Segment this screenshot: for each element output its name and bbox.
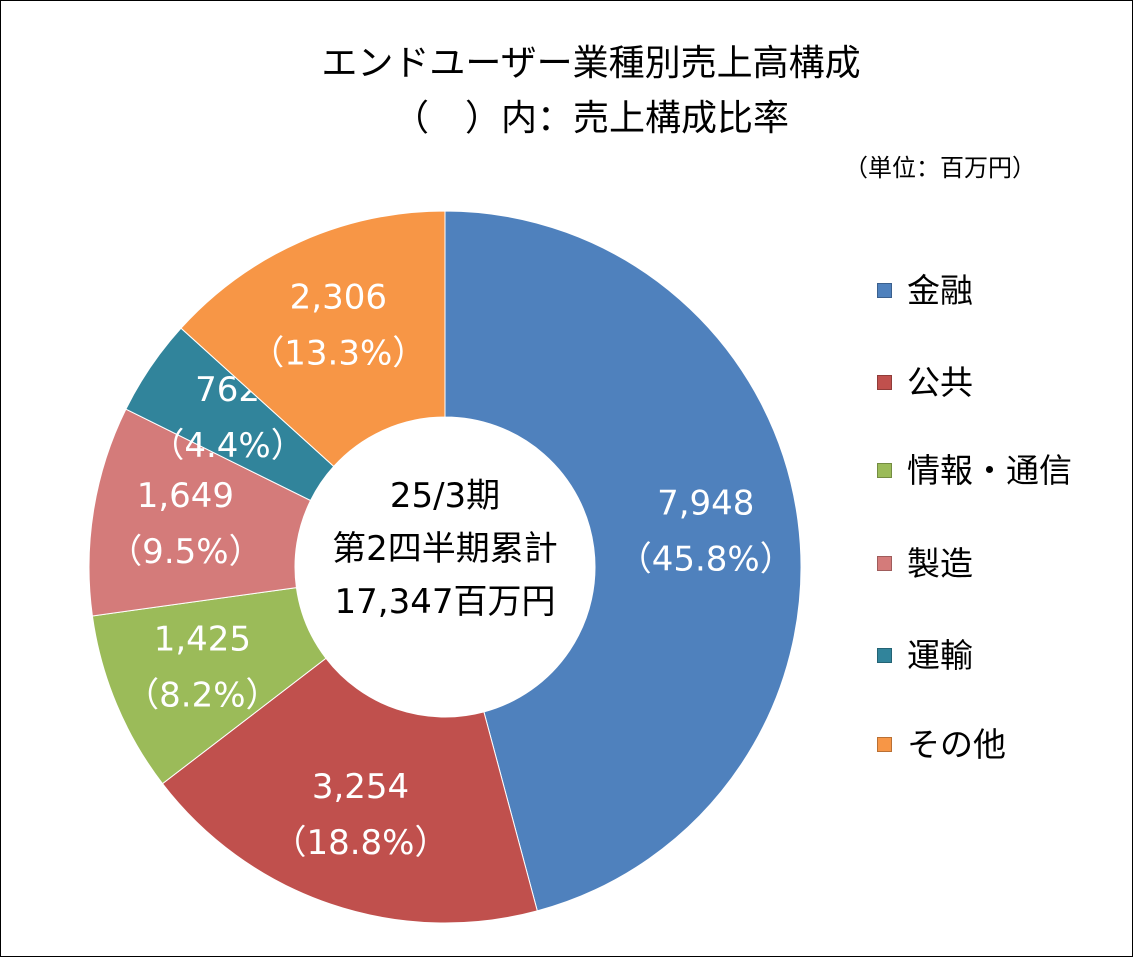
chart-title: エンドユーザー業種別売上高構成 xyxy=(321,43,861,84)
center-label-line: 第2四半期累計 xyxy=(332,529,558,569)
unit-note: （単位：百万円） xyxy=(844,154,1036,182)
slice-percent-label: （45.8%） xyxy=(618,540,794,580)
slice-percent-label: （13.3%） xyxy=(250,334,426,374)
legend-swatch-kokyo xyxy=(877,375,892,390)
center-label-line: 25/3期 xyxy=(390,476,500,516)
legend-label-seizo: 製造 xyxy=(907,544,973,583)
slice-value-label: 3,254 xyxy=(312,767,409,807)
slice-value-label: 1,425 xyxy=(154,619,251,659)
slice-seizo xyxy=(88,408,312,617)
legend-swatch-joho-tsushin xyxy=(877,463,892,478)
slice-percent-label: （9.5%） xyxy=(108,532,262,572)
legend-swatch-sonota xyxy=(877,737,892,752)
legend-swatch-unyu xyxy=(877,648,892,663)
center-label-line: 17,347百万円 xyxy=(335,582,556,622)
chart-subtitle: （ ）内：売上構成比率 xyxy=(392,98,789,139)
slice-kokyo xyxy=(161,657,538,924)
legend-label-joho-tsushin: 情報・通信 xyxy=(907,451,1072,490)
legend-label-kokyo: 公共 xyxy=(907,363,973,402)
legend-label-unyu: 運輸 xyxy=(907,636,973,675)
slice-percent-label: （18.8%） xyxy=(272,823,448,863)
legend-label-sonota: その他 xyxy=(907,725,1006,764)
legend-swatch-kinyu xyxy=(877,283,892,298)
slice-value-label: 1,649 xyxy=(137,476,234,516)
slice-sonota xyxy=(180,210,446,468)
slice-kinyu xyxy=(444,210,802,912)
slice-percent-label: （4.4%） xyxy=(150,426,304,466)
slice-value-label: 7,948 xyxy=(657,484,754,524)
slice-value-label: 2,306 xyxy=(290,278,387,318)
legend-swatch-seizo xyxy=(877,556,892,571)
legend-label-kinyu: 金融 xyxy=(907,271,973,310)
slice-percent-label: （8.2%） xyxy=(125,675,279,715)
